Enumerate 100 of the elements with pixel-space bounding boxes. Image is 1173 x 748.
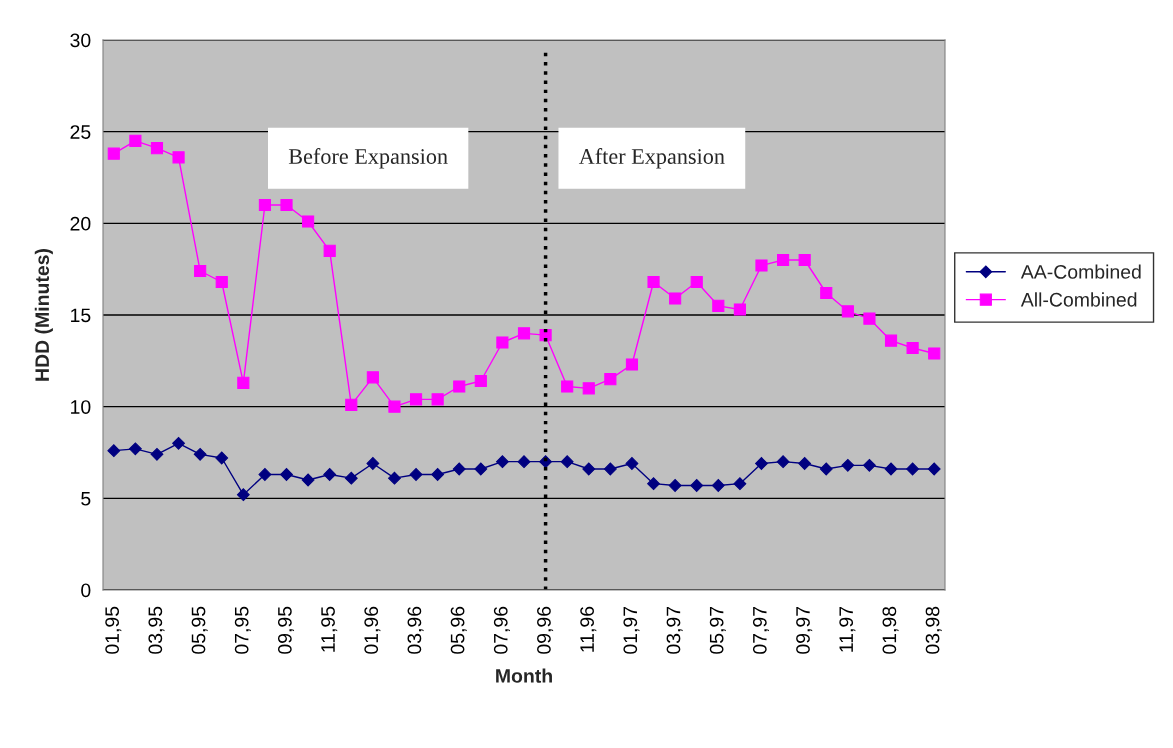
- x-tick-label: 03,97: [666, 606, 683, 654]
- legend-label: AA-Combined: [1020, 264, 1141, 279]
- point: [582, 462, 596, 476]
- point: [409, 393, 423, 406]
- point: [755, 259, 768, 272]
- point: [215, 451, 229, 465]
- y-tick-label: 5: [81, 492, 91, 506]
- y-tick-label: 20: [70, 216, 91, 231]
- point: [863, 312, 876, 325]
- y-tick-label: 30: [70, 33, 91, 48]
- point: [496, 455, 509, 469]
- point: [128, 442, 142, 456]
- point: [928, 347, 941, 360]
- x-tick-label: 11,96: [580, 606, 597, 652]
- x-tick-label: 05,96: [450, 606, 467, 654]
- x-tick-label: 05,95: [191, 606, 208, 654]
- point: [258, 198, 271, 212]
- point: [388, 471, 401, 485]
- point: [323, 468, 337, 481]
- point: [906, 341, 919, 355]
- point: [150, 142, 164, 155]
- point: [517, 327, 531, 340]
- point: [366, 457, 380, 470]
- y-tick-label: 10: [71, 400, 91, 414]
- point: [280, 198, 293, 212]
- point: [431, 393, 444, 406]
- point: [302, 215, 315, 228]
- point: [798, 457, 812, 470]
- point: [496, 336, 509, 349]
- point: [561, 380, 574, 393]
- point: [712, 299, 725, 312]
- point: [452, 462, 466, 476]
- point: [150, 447, 164, 461]
- point: [323, 244, 336, 257]
- point: [237, 376, 250, 389]
- point: [517, 455, 531, 469]
- point: [280, 468, 293, 481]
- point: [690, 479, 704, 492]
- legend-label: All-Combined: [1020, 292, 1137, 307]
- point: [453, 380, 466, 393]
- point: [215, 275, 228, 289]
- point: [603, 462, 617, 476]
- y-axis-title: HDD (Minutes): [34, 248, 53, 381]
- x-tick-label: 01,98: [882, 606, 899, 654]
- point: [172, 151, 185, 164]
- x-tick-label: 01,96: [364, 606, 381, 654]
- point: [194, 264, 207, 278]
- y-tick-label: 0: [81, 583, 91, 598]
- x-tick-label: 03,98: [925, 606, 942, 654]
- x-tick-label: 09,96: [537, 606, 554, 654]
- point: [733, 303, 746, 316]
- x-tick-label: 01,95: [105, 606, 122, 654]
- x-tick-label: 09,95: [277, 606, 295, 654]
- point: [820, 286, 833, 300]
- x-tick-label: 07,96: [493, 606, 510, 654]
- point: [107, 147, 120, 160]
- point: [474, 462, 488, 476]
- point: [668, 479, 682, 492]
- point: [841, 458, 855, 472]
- point: [798, 253, 811, 267]
- point: [604, 373, 617, 386]
- point: [344, 471, 358, 485]
- point: [669, 292, 682, 305]
- point: [819, 462, 833, 476]
- point: [884, 334, 898, 347]
- point: [345, 398, 358, 411]
- x-tick-label: 11,97: [839, 606, 856, 652]
- point: [690, 275, 703, 289]
- x-axis-title: Month: [496, 668, 552, 683]
- x-tick-label: 03,96: [407, 606, 424, 654]
- point: [776, 455, 790, 469]
- point: [625, 457, 639, 470]
- point: [301, 473, 315, 487]
- point: [409, 468, 423, 481]
- point: [366, 371, 379, 384]
- point: [625, 358, 639, 371]
- point: [474, 374, 487, 388]
- point: [927, 462, 941, 476]
- point: [107, 444, 121, 458]
- point: [733, 477, 747, 491]
- x-tick-label: 03,95: [148, 606, 165, 654]
- point: [388, 400, 401, 413]
- annotation: After Expansion: [578, 148, 725, 169]
- point: [884, 462, 898, 476]
- y-tick-label: 25: [70, 125, 91, 139]
- point: [560, 455, 574, 469]
- point: [129, 134, 142, 147]
- x-tick-label: 05,97: [709, 606, 726, 654]
- x-tick-label: 07,97: [752, 606, 769, 654]
- point: [711, 479, 725, 492]
- y-tick-label: 15: [71, 308, 91, 323]
- point: [172, 436, 185, 450]
- point: [236, 488, 250, 502]
- annotation: Before Expansion: [288, 148, 448, 169]
- point: [647, 477, 660, 491]
- point: [582, 382, 595, 395]
- x-tick-label: 11,95: [321, 606, 338, 652]
- point: [755, 457, 768, 470]
- point: [431, 468, 445, 481]
- point: [193, 447, 207, 461]
